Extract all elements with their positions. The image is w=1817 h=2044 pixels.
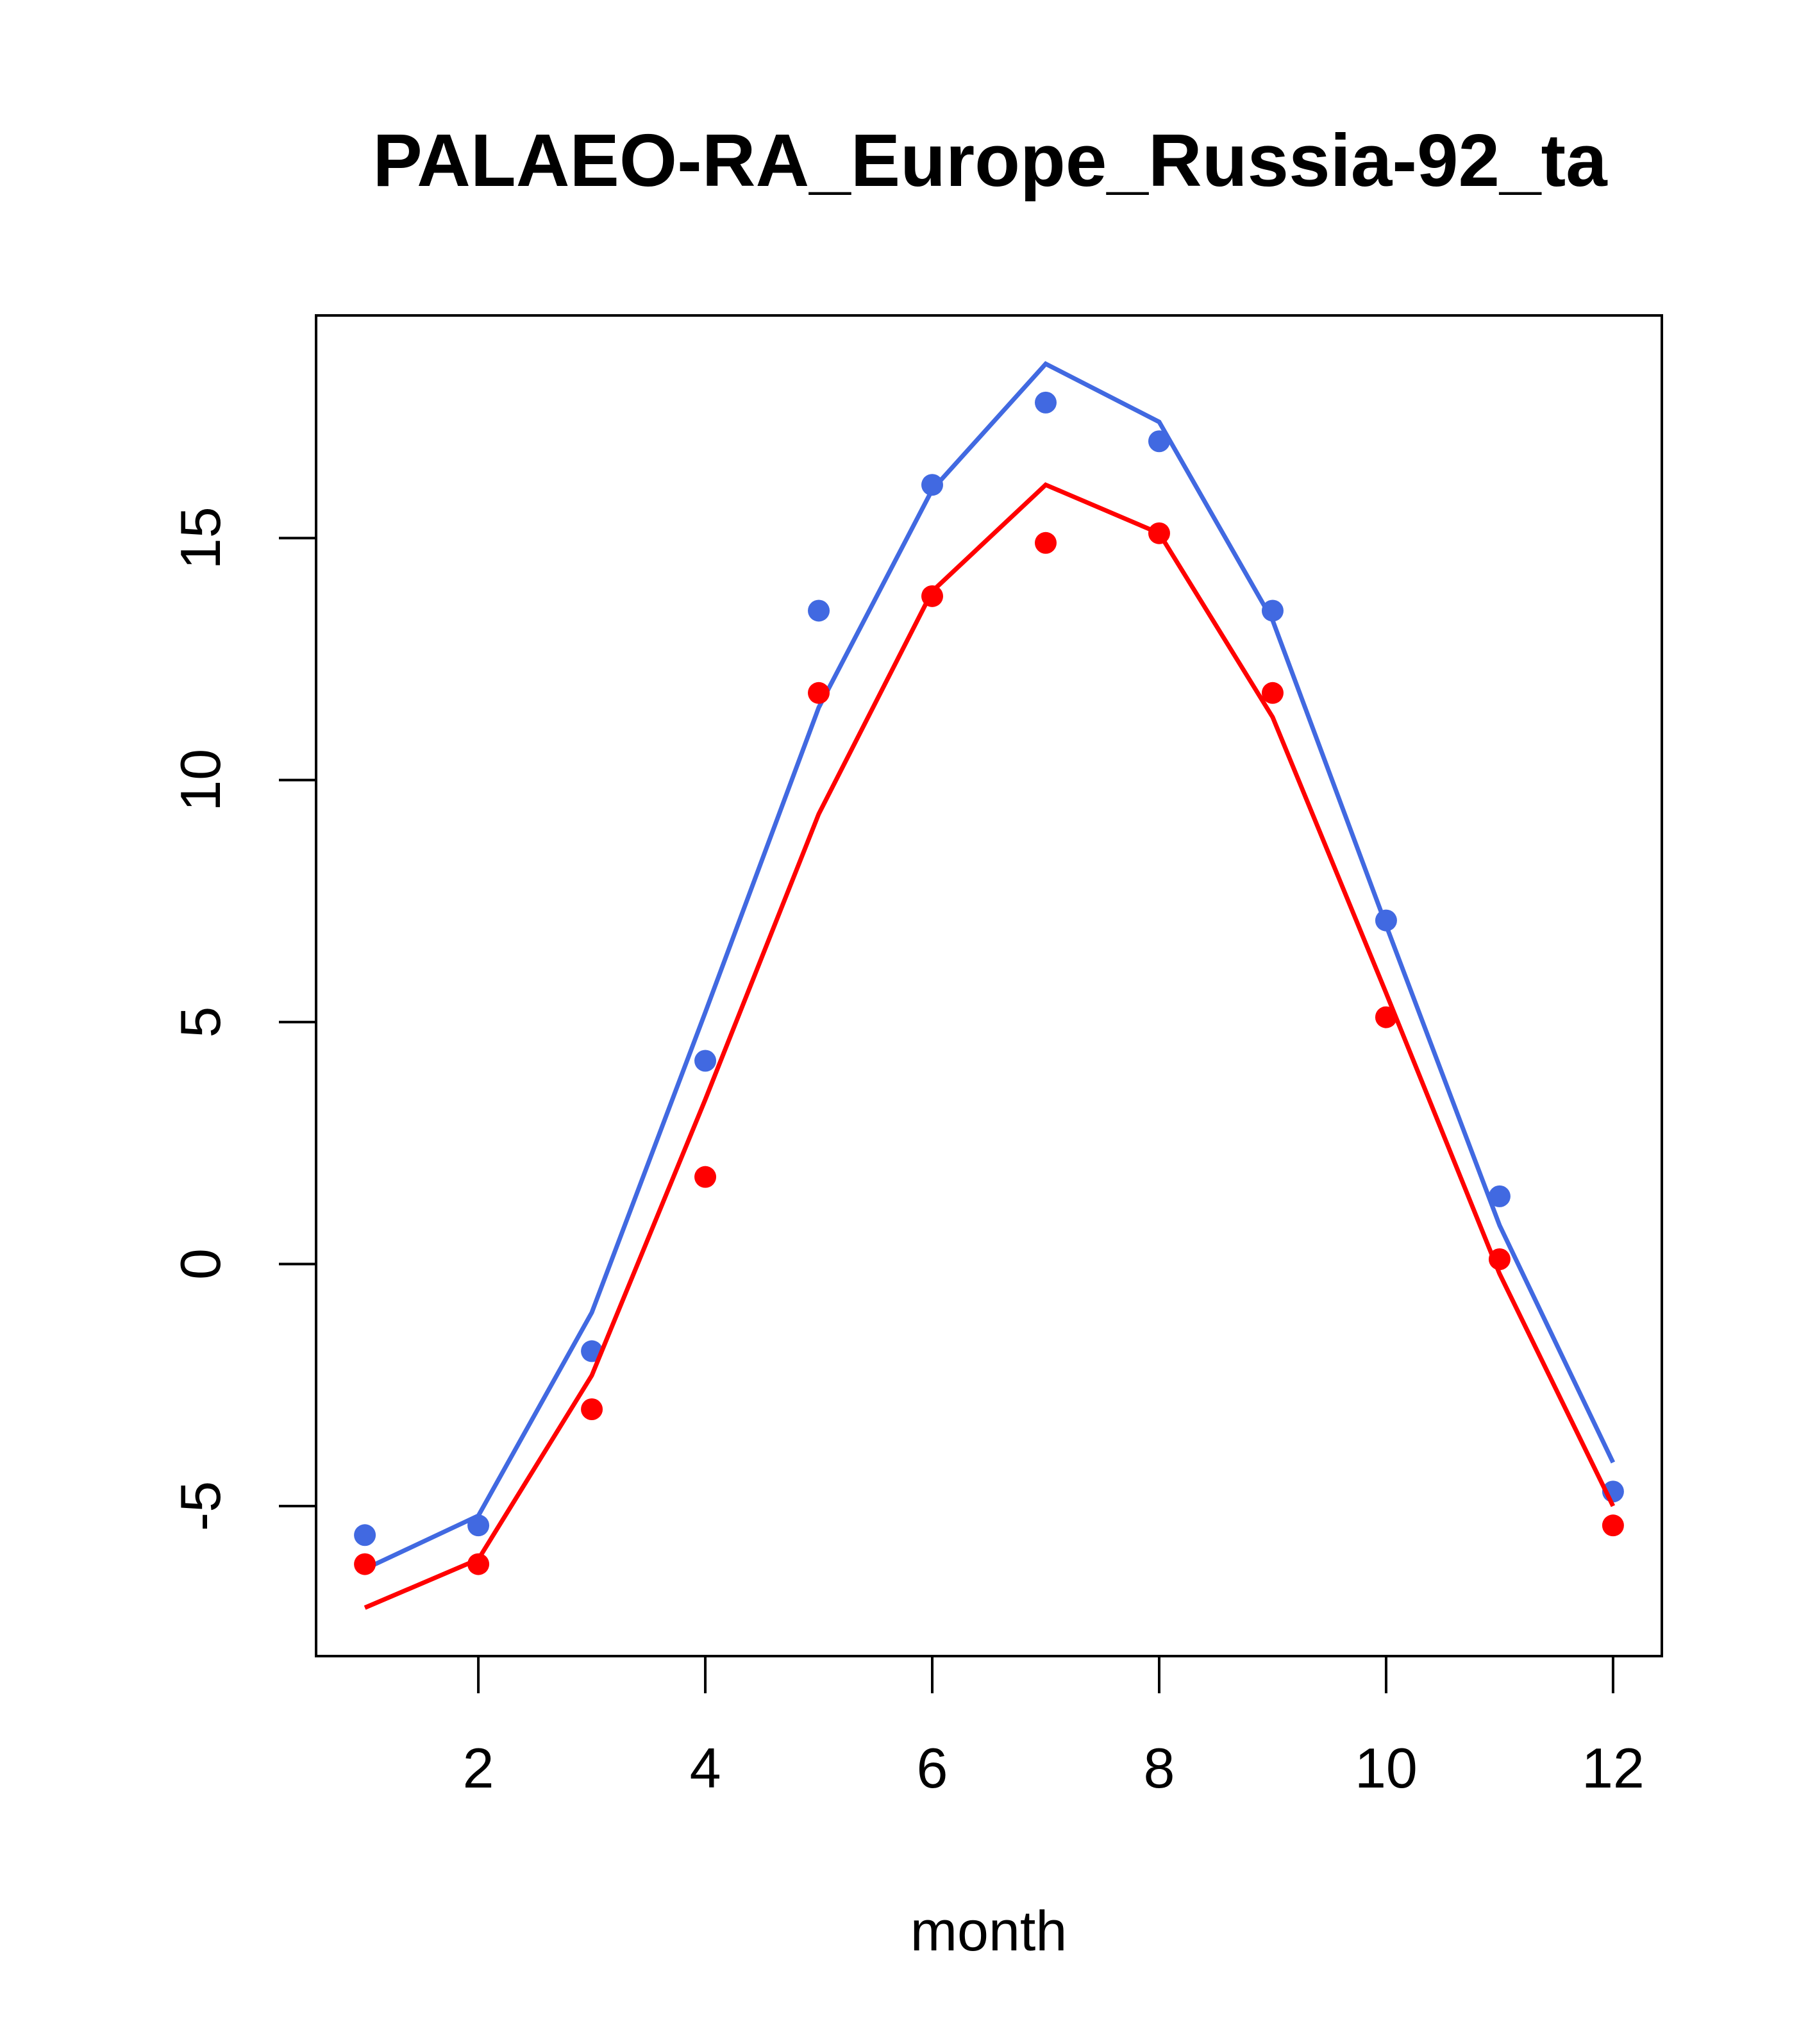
x-tick-label: 4 xyxy=(690,1736,721,1800)
series-2-point xyxy=(1602,1514,1624,1537)
y-tick-label: 10 xyxy=(169,749,232,812)
series-2-point xyxy=(1148,522,1170,544)
series-1-point xyxy=(921,474,944,496)
x-tick-label: 10 xyxy=(1355,1736,1418,1800)
series-layer xyxy=(354,361,1624,1610)
series-2-point xyxy=(581,1398,603,1421)
plot-frame xyxy=(315,314,1663,1657)
series-1-point xyxy=(694,1050,717,1072)
y-tick-label: 5 xyxy=(169,1007,232,1038)
x-axis: 2 4 6 8 10 12 xyxy=(463,1655,1645,1800)
series-2-point xyxy=(1034,532,1057,554)
x-tick-label: 2 xyxy=(463,1736,494,1800)
x-tick-label: 8 xyxy=(1143,1736,1175,1800)
series-2-point xyxy=(467,1553,490,1575)
x-tick-label: 12 xyxy=(1582,1736,1645,1800)
series-1-point xyxy=(1148,430,1170,453)
series-1-point xyxy=(1034,391,1057,414)
series-2-point xyxy=(1375,1006,1397,1028)
y-axis: -5 0 5 10 15 xyxy=(169,507,317,1531)
series-1-point xyxy=(808,599,830,622)
series-2-point xyxy=(1261,682,1284,704)
series-2-point xyxy=(808,682,830,704)
x-tick-label: 6 xyxy=(917,1736,948,1800)
series-1-point xyxy=(354,1524,376,1546)
x-axis-label: month xyxy=(910,1899,1068,1963)
series-1-point xyxy=(467,1514,490,1537)
series-2-point xyxy=(921,585,944,607)
y-tick-label: 15 xyxy=(169,507,232,569)
y-tick-label: -5 xyxy=(169,1481,232,1531)
series-1-point xyxy=(1375,909,1397,932)
series-1-point xyxy=(1261,599,1284,622)
series-2-point xyxy=(1488,1248,1511,1271)
series-2-point xyxy=(354,1553,376,1575)
series-1-line xyxy=(364,361,1616,1571)
series-1-point xyxy=(1488,1185,1511,1207)
chart-title: PALAEO-RA_Europe_Russia-92_ta xyxy=(373,119,1608,202)
series-2-point xyxy=(694,1166,717,1188)
y-tick-label: 0 xyxy=(169,1248,232,1280)
series-2-line xyxy=(364,482,1616,1610)
